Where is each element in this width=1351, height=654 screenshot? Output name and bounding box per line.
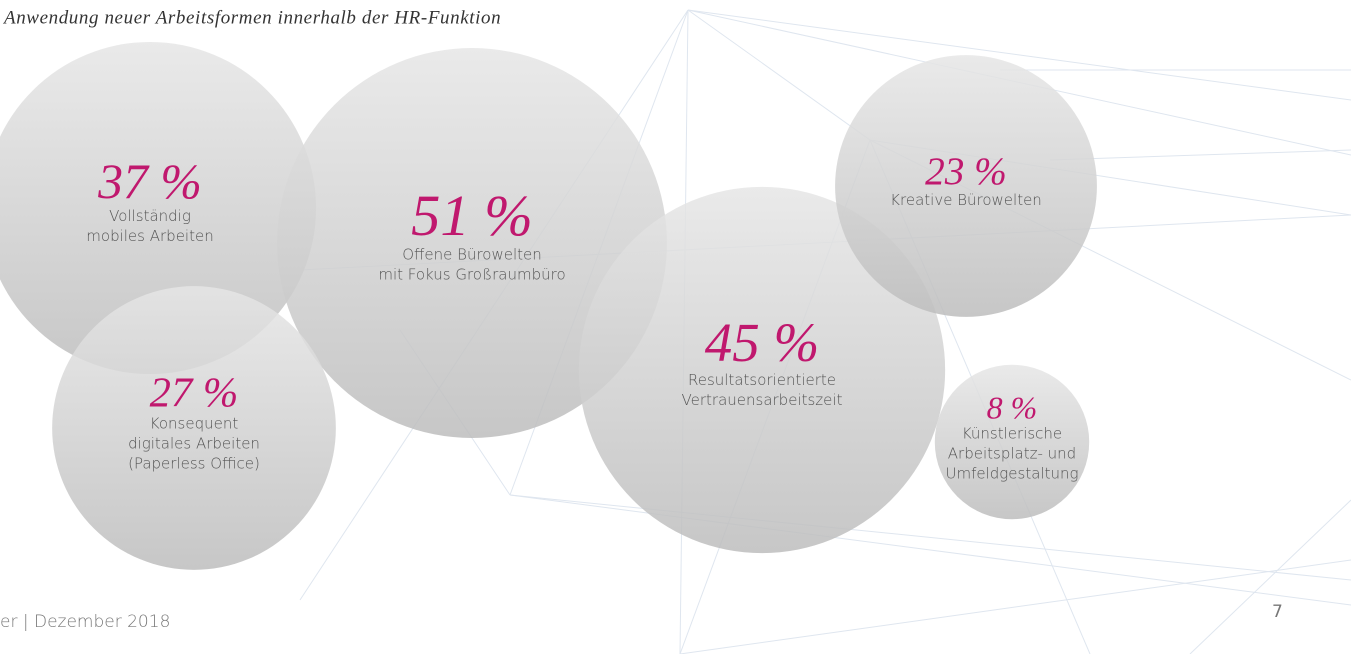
value-label: 8 % [987, 390, 1038, 426]
value-label: 27 % [150, 370, 239, 417]
value-label: 45 % [705, 312, 819, 373]
bubble [835, 55, 1097, 317]
category-label: Konsequent [150, 414, 239, 432]
chart-title: Anwendung neuer Arbeitsformen innerhalb … [2, 7, 501, 28]
category-label: Arbeitsplatz- und [948, 445, 1076, 463]
page-number: 7 [1272, 602, 1283, 622]
value-label: 37 % [97, 154, 202, 209]
category-label: Kreative Bürowelten [890, 191, 1042, 209]
bubble [578, 186, 946, 554]
category-label: Vollständig [109, 207, 191, 225]
bubble [277, 48, 667, 438]
category-label: Künstlerische [962, 425, 1062, 443]
category-label: mit Fokus Großraumbüro [378, 265, 565, 283]
category-label: (Paperless Office) [128, 454, 260, 472]
bubble [0, 41, 317, 375]
category-label: Umfeldgestaltung [946, 465, 1079, 483]
category-label: mobiles Arbeiten [86, 227, 213, 245]
category-label: Offene Bürowelten [402, 245, 542, 263]
bubble [52, 286, 336, 570]
bubble [934, 364, 1090, 520]
value-label: 51 % [411, 183, 533, 248]
footer-text: er | Dezember 2018 [0, 612, 170, 632]
category-label: digitales Arbeiten [128, 434, 260, 452]
category-label: Vertrauensarbeitszeit [682, 391, 843, 409]
category-label: Resultatsorientierte [688, 371, 836, 389]
value-label: 23 % [925, 150, 1007, 193]
